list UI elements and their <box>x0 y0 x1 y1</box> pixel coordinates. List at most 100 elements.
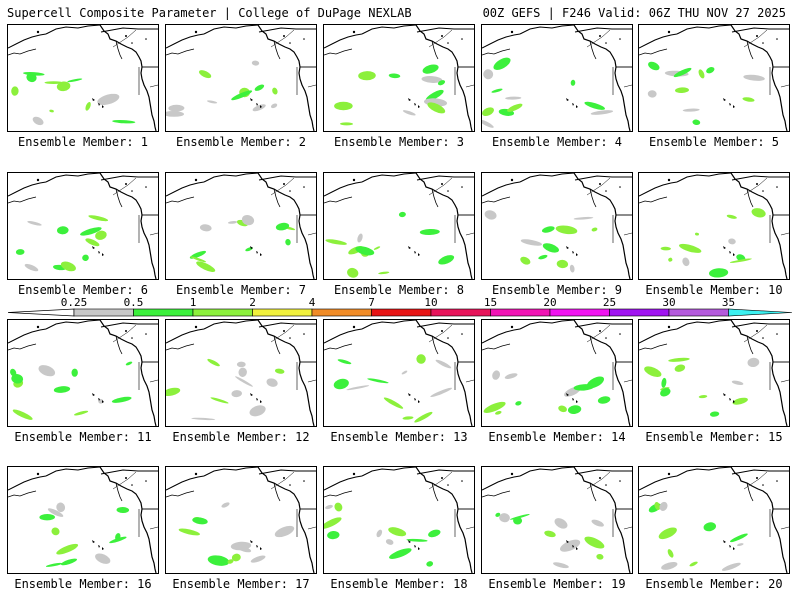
scp-area <box>674 364 686 372</box>
scp-area <box>584 101 605 110</box>
colorbar-bin <box>430 308 491 317</box>
scp-area <box>747 357 760 368</box>
scp-area <box>45 562 63 567</box>
scp-area <box>425 89 444 102</box>
scp-area <box>732 397 748 405</box>
scp-area <box>199 70 212 79</box>
ensemble-member-map <box>638 24 790 132</box>
ensemble-member-map <box>165 24 317 132</box>
scp-area <box>80 227 102 236</box>
scp-area <box>673 67 692 78</box>
scp-area <box>236 361 246 368</box>
scp-area <box>67 78 83 83</box>
scp-area <box>658 527 677 540</box>
scp-area <box>520 239 543 246</box>
ensemble-member-map <box>7 319 159 427</box>
scp-area <box>661 377 667 388</box>
scp-area <box>554 518 568 529</box>
scp-area <box>56 502 66 513</box>
colorbar-bin <box>252 308 313 317</box>
scp-area <box>196 261 216 272</box>
ensemble-member-map <box>481 319 633 427</box>
ensemble-member-map <box>165 172 317 280</box>
scp-area <box>11 86 19 96</box>
scp-area <box>430 387 453 398</box>
scp-area <box>235 376 253 387</box>
colorbar-bin <box>609 308 670 317</box>
scp-area <box>389 548 412 559</box>
scp-area <box>569 264 575 273</box>
scp-area <box>654 502 661 510</box>
scp-area <box>95 230 107 240</box>
scp-area <box>88 215 109 222</box>
scp-area <box>484 210 497 220</box>
colorbar-tick-label: 35 <box>722 296 735 309</box>
scp-area <box>721 562 741 571</box>
scp-area <box>556 259 569 269</box>
scp-area <box>221 502 230 508</box>
scp-area <box>728 238 736 245</box>
ensemble-member-map <box>481 172 633 280</box>
scp-area <box>421 76 443 83</box>
map-title: Supercell Composite Parameter | College … <box>7 6 412 20</box>
scp-area <box>573 384 594 391</box>
scp-area <box>112 119 136 124</box>
scp-area <box>357 233 363 243</box>
scp-area <box>695 232 699 236</box>
ensemble-member-label: Ensemble Member: 6 <box>17 283 149 297</box>
scp-area <box>729 258 752 263</box>
ensemble-member-map <box>323 319 475 427</box>
scp-area <box>275 222 290 231</box>
scp-area <box>274 368 285 374</box>
scp-area <box>483 69 494 80</box>
scp-area <box>71 368 78 377</box>
ensemble-member-map <box>638 172 790 280</box>
scp-area <box>383 397 404 409</box>
ensemble-member-label: Ensemble Member: 10 <box>645 283 783 297</box>
ensemble-member-label: Ensemble Member: 1 <box>17 135 149 149</box>
colorbar-tick-label: 1 <box>190 296 197 309</box>
scp-area <box>285 239 291 246</box>
scp-area <box>660 246 671 251</box>
colorbar-bin <box>549 308 610 317</box>
scp-area <box>241 214 255 226</box>
scp-area <box>325 239 347 245</box>
scp-area <box>422 64 439 74</box>
scp-area <box>10 368 17 377</box>
scp-area <box>178 528 200 536</box>
ensemble-member-label: Ensemble Member: 18 <box>330 577 468 591</box>
ensemble-member-label: Ensemble Member: 7 <box>175 283 307 297</box>
scp-area <box>238 367 247 377</box>
scp-area <box>97 93 120 105</box>
scp-area <box>401 370 408 375</box>
scp-area <box>340 122 353 126</box>
scp-area <box>483 401 506 413</box>
scp-area <box>272 87 278 95</box>
scp-area <box>346 385 370 391</box>
scp-area <box>109 536 127 544</box>
scp-area <box>660 388 671 397</box>
scp-area <box>190 256 207 263</box>
scp-area <box>82 254 89 262</box>
ensemble-member-map <box>323 24 475 132</box>
scp-area <box>270 103 278 109</box>
scp-area <box>736 543 744 547</box>
colorbar-tick-label: 10 <box>424 296 437 309</box>
scp-area <box>12 409 33 420</box>
scp-area <box>337 359 352 365</box>
scp-area <box>47 508 64 517</box>
scp-area <box>38 365 56 377</box>
scp-area <box>648 61 660 71</box>
scp-area <box>355 246 375 256</box>
scp-area <box>491 88 503 93</box>
ensemble-member-label: Ensemble Member: 16 <box>14 577 152 591</box>
scp-area <box>698 395 708 399</box>
colorbar-tick-label: 30 <box>662 296 675 309</box>
scp-area <box>709 268 729 278</box>
ensemble-member-map <box>7 24 159 132</box>
scp-area <box>237 546 252 553</box>
scp-area <box>731 380 744 386</box>
scp-area <box>251 60 260 66</box>
scp-area <box>347 267 359 278</box>
scp-area <box>591 227 598 232</box>
